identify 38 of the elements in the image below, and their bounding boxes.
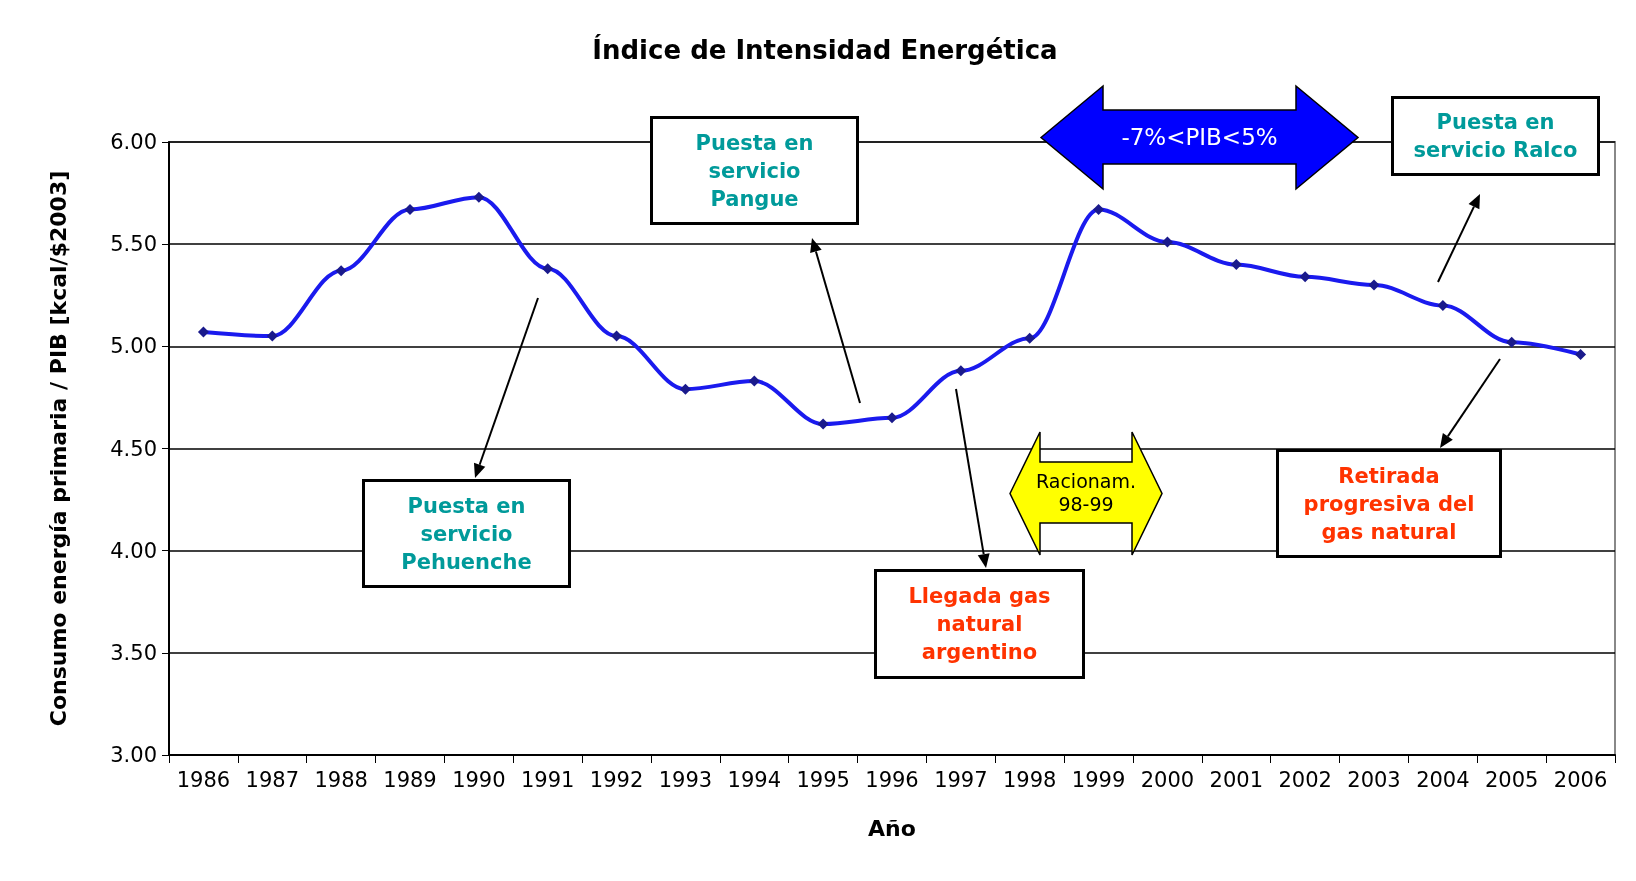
callout-box: Puesta en servicio Ralco [1391, 96, 1600, 176]
x-tick-label: 1997 [934, 767, 988, 792]
x-tick-label: 1987 [245, 767, 300, 792]
x-tick-label: 1991 [520, 767, 575, 792]
x-tick-label: 2005 [1484, 767, 1539, 792]
x-tick-label: 2003 [1347, 767, 1401, 792]
x-tick-label: 1986 [176, 767, 231, 792]
y-tick-label: 4.50 [110, 436, 157, 461]
y-axis-title: Consumo energía primaria / PIB [kcal/$2003] [45, 170, 71, 727]
y-tick-label: 6.00 [110, 130, 157, 154]
callout-box: Puesta en servicio Pehuenche [362, 479, 571, 588]
y-tick-label: 4.00 [110, 538, 157, 563]
y-tick-label: 5.00 [110, 334, 157, 359]
x-axis-title: Año [868, 815, 916, 841]
annotation: -7%<PIB<5% [1120, 122, 1279, 152]
chart-title: Índice de Intensidad Energética [592, 34, 1058, 65]
x-tick-label: 1996 [865, 767, 919, 792]
y-tick-label: 3.00 [110, 743, 157, 767]
callout-box: Puesta en servicio Pangue [650, 116, 859, 225]
x-tick-label: 2001 [1209, 767, 1264, 792]
x-tick-label: 2004 [1416, 767, 1470, 792]
x-tick-label: 1989 [383, 767, 437, 792]
x-tick-label: 1995 [796, 767, 850, 792]
callout-box: Llegada gas natural argentino [874, 569, 1085, 679]
x-tick-label: 1992 [589, 767, 644, 792]
x-tick-label: 1988 [314, 767, 368, 792]
x-tick-label: 1999 [1071, 767, 1126, 792]
callout-box: Retirada progresiva del gas natural [1276, 449, 1502, 558]
x-tick-label: 1998 [1002, 767, 1057, 792]
x-tick-label: 1994 [727, 767, 782, 792]
y-tick-label: 3.50 [110, 640, 157, 665]
y-tick-label: 5.50 [110, 232, 157, 257]
x-tick-label: 2006 [1553, 767, 1608, 792]
annotation: Racionam. 98-99 [1036, 468, 1137, 517]
x-tick-label: 1990 [452, 767, 506, 792]
x-tick-label: 2002 [1278, 767, 1332, 792]
x-tick-label: 2000 [1140, 767, 1195, 792]
x-tick-label: 1993 [658, 767, 713, 792]
